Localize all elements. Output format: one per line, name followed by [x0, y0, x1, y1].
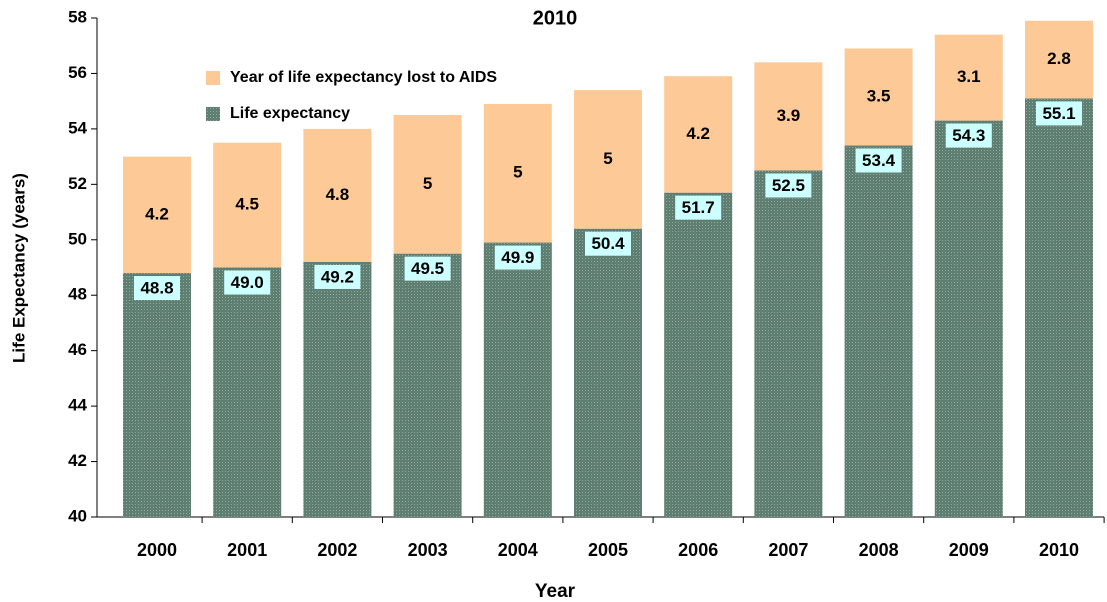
x-tick-label: 2004: [498, 540, 538, 560]
data-label: 3.1: [957, 67, 981, 86]
data-label: 3.9: [777, 106, 801, 125]
data-label: 49.2: [321, 267, 354, 286]
y-tick-label: 40: [68, 506, 87, 525]
data-label: 5: [603, 149, 612, 168]
bar-segment: [1025, 20, 1093, 99]
y-tick-label: 58: [68, 7, 87, 26]
data-label: 5: [513, 163, 522, 182]
bar-segment: [483, 103, 552, 243]
x-tick-label: 2009: [949, 540, 989, 560]
bar-segment: [574, 228, 642, 517]
bar-segment: [844, 48, 913, 146]
bar-segment: [123, 156, 191, 274]
bar-segment: [483, 242, 552, 518]
bar-segment: [213, 142, 282, 268]
bar-segment: [393, 253, 462, 517]
legend-label: Life expectancy: [230, 105, 350, 122]
data-label: 54.3: [952, 126, 985, 145]
y-tick-label: 48: [68, 285, 87, 304]
data-label: 4.2: [145, 204, 169, 223]
bar-segment: [934, 120, 1003, 518]
chart-title: 2010: [533, 7, 578, 29]
data-label: 55.1: [1042, 104, 1075, 123]
bar-segment: [303, 128, 372, 262]
bar-segment: [303, 261, 372, 517]
bar-segment: [393, 115, 462, 254]
bar-segment: [934, 34, 1003, 121]
data-label-box: [765, 173, 812, 198]
data-label: 49.0: [231, 273, 264, 292]
data-label-box: [855, 148, 902, 173]
data-label-box: [585, 231, 631, 256]
data-label: 4.2: [686, 124, 710, 143]
bar-segment: [754, 170, 823, 517]
data-label: 5: [423, 174, 432, 193]
x-tick-label: 2008: [859, 540, 899, 560]
y-tick-label: 46: [68, 340, 87, 359]
data-label: 52.5: [772, 176, 805, 195]
x-tick-label: 2001: [227, 540, 267, 560]
bar-segment: [754, 62, 823, 171]
data-label-box: [224, 270, 271, 295]
data-label-box: [945, 123, 992, 148]
y-tick-label: 44: [68, 396, 87, 415]
legend-swatch: [206, 71, 220, 85]
data-label: 49.5: [411, 259, 444, 278]
x-tick-label: 2010: [1039, 540, 1079, 560]
data-label-box: [494, 245, 541, 270]
y-tick-label: 42: [68, 451, 87, 470]
bar-segment: [664, 76, 733, 193]
bar-segment: [844, 145, 913, 517]
data-label: 48.8: [140, 279, 173, 298]
data-label-box: [675, 195, 722, 220]
x-tick-label: 2006: [678, 540, 718, 560]
x-tick-label: 2002: [317, 540, 357, 560]
data-label: 49.9: [501, 248, 534, 267]
bar-segment: [574, 90, 642, 229]
y-tick-label: 50: [68, 229, 87, 248]
legend-swatch: [206, 107, 220, 121]
data-label-box: [314, 264, 361, 289]
bar-segment: [1025, 98, 1093, 518]
data-label: 50.4: [591, 234, 625, 253]
data-label-box: [404, 256, 451, 281]
legend-label: Year of life expectancy lost to AIDS: [230, 69, 497, 86]
data-label: 3.5: [867, 86, 891, 105]
data-label-box: [134, 276, 180, 301]
bar-segment: [123, 273, 191, 517]
bar-segment: [664, 192, 733, 517]
y-tick-label: 56: [68, 63, 87, 82]
x-tick-label: 2007: [768, 540, 808, 560]
data-label: 4.5: [235, 195, 259, 214]
x-tick-label: 2000: [137, 540, 177, 560]
x-tick-label: 2003: [408, 540, 448, 560]
x-axis-label: Year: [535, 581, 576, 602]
data-label: 51.7: [682, 198, 715, 217]
data-label-box: [1036, 101, 1082, 126]
y-tick-label: 54: [68, 118, 87, 137]
y-tick-label: 52: [68, 174, 87, 193]
data-label: 53.4: [862, 151, 896, 170]
y-axis-label: Life Expectancy (years): [9, 173, 28, 363]
x-tick-label: 2005: [588, 540, 628, 560]
data-label: 2.8: [1047, 49, 1071, 68]
bar-segment: [213, 267, 282, 517]
data-label: 4.8: [326, 185, 350, 204]
